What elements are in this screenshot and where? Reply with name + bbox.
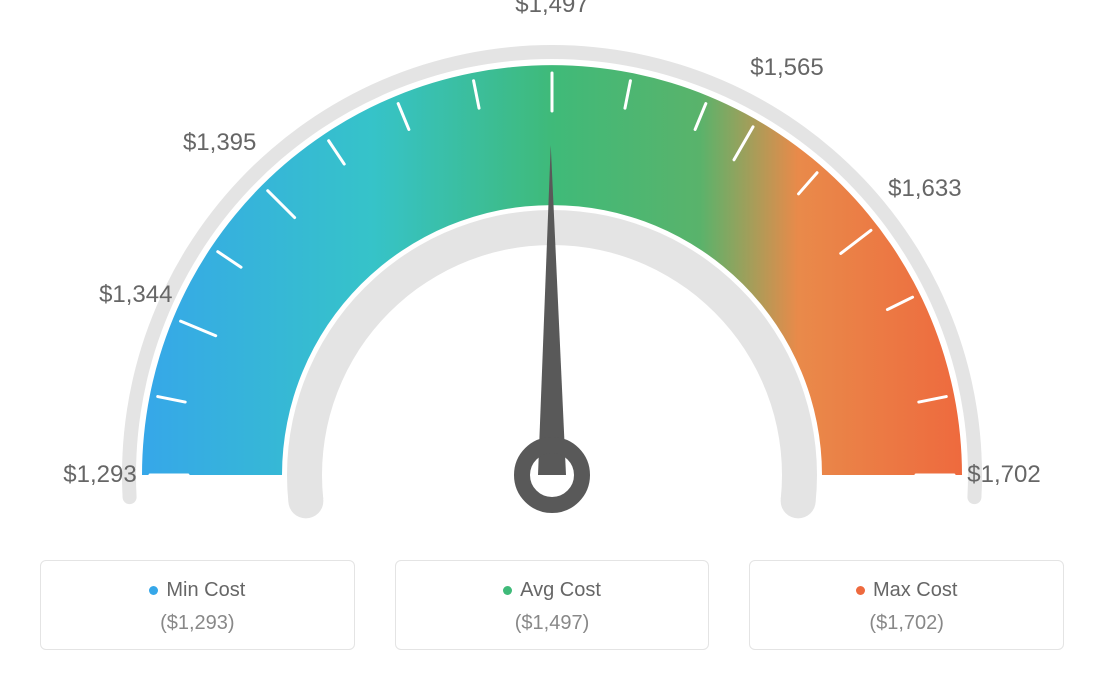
legend-label-max: Max Cost bbox=[873, 579, 957, 601]
legend-value-max: ($1,702) bbox=[760, 612, 1053, 635]
gauge-tick-label: $1,565 bbox=[750, 54, 823, 82]
legend-value-min: ($1,293) bbox=[51, 612, 344, 635]
gauge-tick-label: $1,497 bbox=[515, 0, 588, 19]
gauge-tick-label: $1,344 bbox=[99, 281, 172, 309]
legend-card-max: Max Cost ($1,702) bbox=[749, 560, 1064, 650]
dot-min bbox=[149, 586, 158, 595]
legend-row: Min Cost ($1,293) Avg Cost ($1,497) Max … bbox=[0, 560, 1104, 680]
legend-label-avg: Avg Cost bbox=[520, 579, 601, 601]
legend-card-avg: Avg Cost ($1,497) bbox=[395, 560, 710, 650]
dot-avg bbox=[503, 586, 512, 595]
gauge-tick-label: $1,293 bbox=[63, 461, 136, 489]
dot-max bbox=[856, 586, 865, 595]
legend-card-min: Min Cost ($1,293) bbox=[40, 560, 355, 650]
gauge-svg bbox=[0, 0, 1104, 560]
legend-title-max: Max Cost bbox=[760, 579, 1053, 602]
gauge-tick-label: $1,702 bbox=[967, 461, 1040, 489]
gauge-tick-label: $1,395 bbox=[183, 129, 256, 157]
gauge-tick-label: $1,633 bbox=[888, 175, 961, 203]
gauge-chart: $1,293 $1,344 $1,395 $1,497 $1,565 $1,633 $1,7… bbox=[0, 0, 1104, 560]
legend-value-avg: ($1,497) bbox=[406, 612, 699, 635]
legend-title-avg: Avg Cost bbox=[406, 579, 699, 602]
legend-label-min: Min Cost bbox=[166, 579, 245, 601]
legend-title-min: Min Cost bbox=[51, 579, 344, 602]
